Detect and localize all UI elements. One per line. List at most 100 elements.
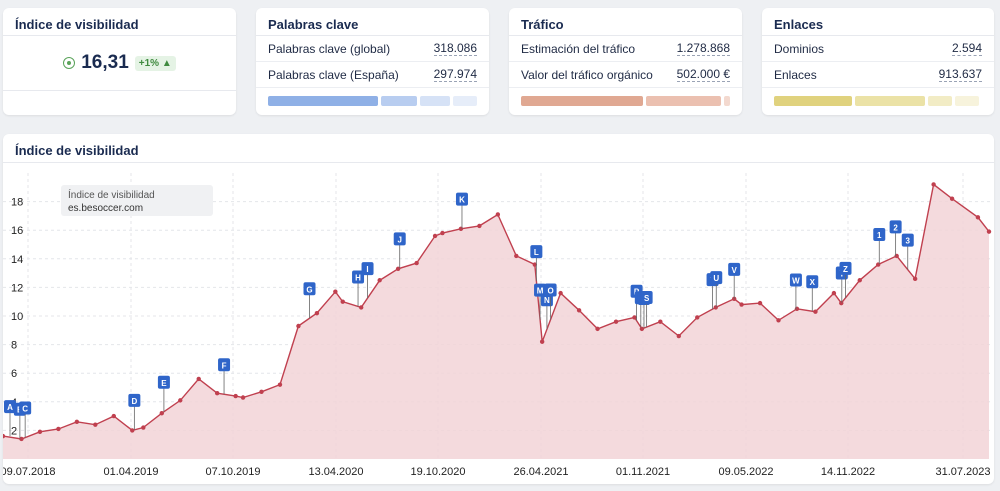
y-tick-label: 8 [11,340,17,352]
x-tick-label: 31.07.2023 [935,466,990,478]
event-flag-label: G [306,285,312,294]
data-point [639,326,645,332]
data-point [130,428,135,433]
data-point [340,299,345,304]
legend-series: es.besoccer.com [68,203,143,214]
data-point [532,262,537,267]
event-flag [530,245,543,259]
event-flag-label: I [366,265,368,274]
data-point [440,230,445,236]
data-point [196,376,201,382]
data-point [632,315,637,320]
keywords-bar-segment [268,96,378,106]
event-flag [806,275,819,289]
data-point [395,266,401,272]
keywords-bar-segment [381,96,417,106]
data-point [159,411,164,416]
data-point [259,389,264,394]
event-flag-label: L [534,248,539,257]
links-row-value[interactable]: 2.594 [951,41,982,56]
event-flag [640,291,653,305]
event-flag [352,270,365,284]
traffic-bar-segment [646,96,721,106]
traffic-row-value[interactable]: 502.000 € [676,67,730,82]
data-point [839,300,844,306]
chart-card: Índice de visibilidad 2468101214161809.0… [3,134,994,484]
data-point [776,318,781,323]
event-flag-label: J [397,235,401,244]
data-point [713,305,718,310]
traffic-bars [509,88,742,106]
x-tick-label: 19.10.2020 [410,466,465,478]
data-point [333,289,338,294]
links-row-label: Enlaces [774,67,817,82]
event-flag [839,261,852,275]
data-point [240,395,246,400]
event-flag [710,271,723,285]
keywords-row-label: Palabras clave (España) [268,67,399,82]
visibility-chart[interactable]: 2468101214161809.07.201801.04.201907.10.… [3,163,994,484]
traffic-row[interactable]: Valor del tráfico orgánico 502.000 € [509,62,742,88]
links-bar-segment [774,96,852,106]
event-flag-label: F [222,361,227,370]
event-flag-label: E [161,379,167,388]
links-bars [762,88,994,106]
data-point [613,319,619,324]
event-flag-label: C [22,405,28,414]
links-row-value[interactable]: 913.637 [938,67,982,82]
visibility-card-title: Índice de visibilidad [3,8,236,36]
y-tick-label: 14 [11,254,23,266]
keywords-row-label: Palabras clave (global) [268,41,391,56]
traffic-bar-segment [724,96,730,106]
event-flag [789,273,802,287]
x-tick-label: 01.11.2021 [616,466,670,478]
visibility-card: Índice de visibilidad 16,31 +1% ▲ [3,8,236,115]
event-flag-label: Z [843,265,848,274]
x-tick-label: 07.10.2019 [205,466,260,478]
links-row[interactable]: Enlaces 913.637 [762,62,994,88]
keywords-row-value[interactable]: 318.086 [433,41,477,56]
event-flag-label: K [459,196,465,205]
links-row[interactable]: Dominios 2.594 [762,36,994,62]
x-tick-label: 09.07.2018 [3,466,56,478]
event-flag-label: H [355,273,361,282]
data-point [695,315,700,320]
links-card-title: Enlaces [762,8,994,36]
event-flag [728,262,741,276]
event-flag-label: M [537,287,544,296]
data-point [74,419,80,425]
traffic-row[interactable]: Estimación del tráfico 1.278.868 [509,36,742,62]
data-point [458,226,464,231]
event-flag-label: X [810,278,816,287]
series-area [3,184,989,459]
visibility-value: 16,31 [81,52,129,73]
links-row-label: Dominios [774,41,825,56]
keywords-row-value[interactable]: 297.974 [433,67,477,82]
data-point [56,426,61,432]
data-point [876,262,881,267]
data-point [477,223,482,229]
event-flag-label: W [792,277,800,286]
event-flag [4,400,16,414]
data-point [831,290,837,296]
data-point [432,233,438,239]
event-flag-label: S [644,294,650,303]
data-point [739,302,744,307]
keywords-row[interactable]: Palabras clave (España) 297.974 [256,62,489,88]
links-bar-segment [855,96,925,106]
data-point [975,215,981,220]
data-point [813,309,818,314]
visibility-change-badge: +1% ▲ [134,55,176,71]
data-point [19,436,24,442]
traffic-row-value[interactable]: 1.278.868 [676,41,730,56]
keywords-bars [256,88,489,106]
data-point [178,398,183,403]
data-point [141,425,146,430]
keywords-row[interactable]: Palabras clave (global) 318.086 [256,36,489,62]
x-tick-label: 14.11.2022 [821,466,875,478]
data-point [757,300,763,306]
traffic-row-label: Valor del tráfico orgánico [521,67,653,82]
data-point [3,433,6,439]
data-point [233,393,238,399]
links-bar-segment [928,96,952,106]
